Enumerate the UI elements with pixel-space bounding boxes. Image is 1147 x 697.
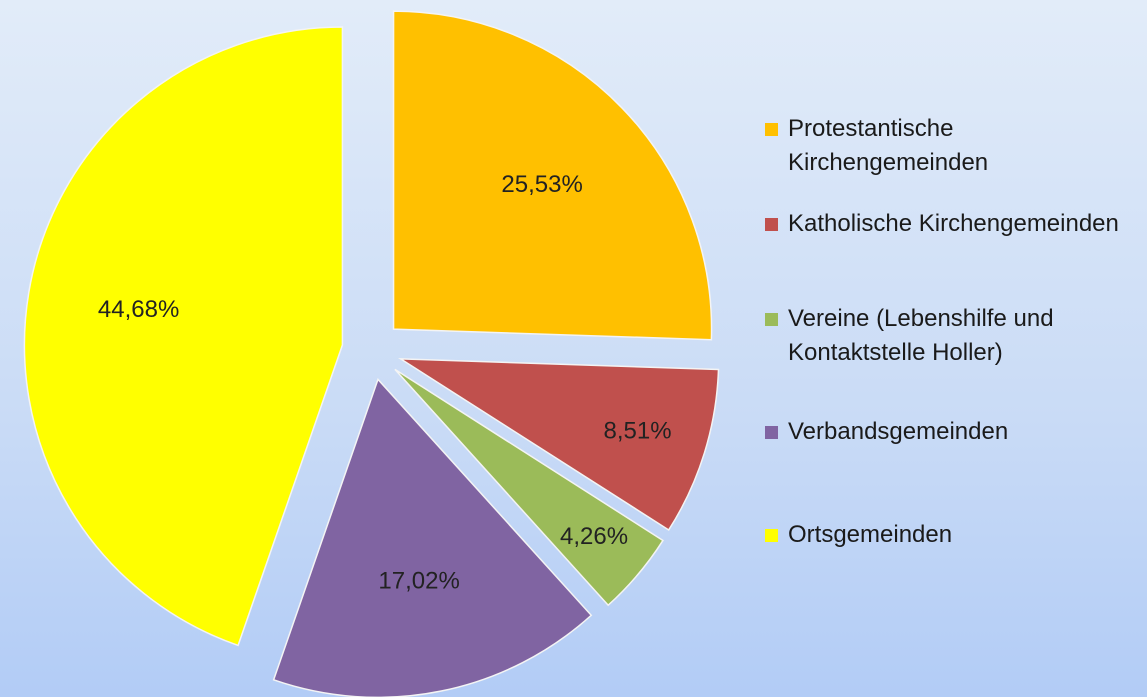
legend-item: Katholische Kirchengemeinden — [765, 207, 1135, 241]
legend-label: Ortsgemeinden — [788, 521, 953, 548]
legend-swatch — [765, 426, 778, 439]
legend-label: Vereine (Lebenshilfe und Kontaktstelle H… — [788, 305, 1054, 366]
legend-swatch — [765, 529, 778, 542]
legend-swatch — [765, 123, 778, 136]
pie-slice — [392, 10, 713, 341]
pie-slice — [397, 358, 720, 531]
data-label: 4,26% — [560, 523, 628, 550]
legend-label: Verbandsgemeinden — [788, 418, 1009, 445]
legend-swatch — [765, 218, 778, 231]
pie-slice — [394, 368, 665, 607]
legend-item: Protestantische Kirchengemeinden — [765, 112, 1135, 180]
pie-slice — [23, 26, 344, 647]
legend-item: Vereine (Lebenshilfe und Kontaktstelle H… — [765, 302, 1135, 370]
legend-swatch — [765, 313, 778, 326]
chart: 25,53% 8,51% 4,26% 17,02% 44,68% — [23, 10, 720, 697]
legend-label: Katholische Kirchengemeinden — [788, 210, 1119, 237]
data-label: 8,51% — [604, 418, 672, 445]
legend-item: Ortsgemeinden — [765, 518, 1135, 552]
legend-label: Protestantische Kirchengemeinden — [788, 115, 989, 176]
legend-item: Verbandsgemeinden — [765, 415, 1135, 449]
data-label: 25,53% — [501, 171, 582, 198]
data-label: 17,02% — [378, 567, 459, 594]
data-label: 44,68% — [98, 296, 179, 323]
pie-slice — [272, 377, 593, 697]
